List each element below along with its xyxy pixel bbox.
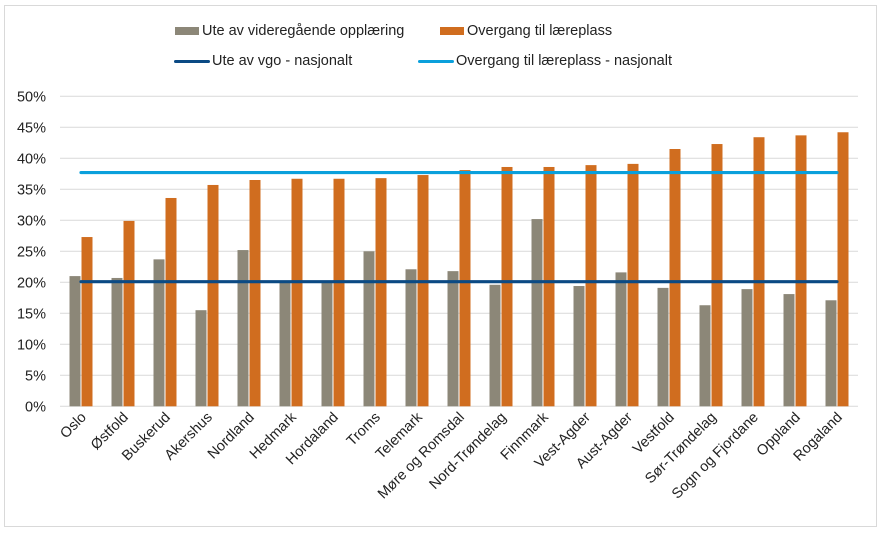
bar-ute-av-vgo: [447, 271, 459, 407]
bar-ute-av-vgo: [699, 305, 711, 407]
bar-overgang-laereplass: [207, 184, 219, 407]
bar-ute-av-vgo: [405, 269, 417, 407]
legend-swatch-lightblue-line: [418, 59, 454, 63]
bar-overgang-laereplass: [585, 165, 597, 407]
legend-label: Ute av vgo - nasjonalt: [212, 53, 353, 69]
bar-overgang-laereplass: [123, 220, 135, 407]
bar-overgang-laereplass: [753, 137, 765, 407]
bar-overgang-laereplass: [417, 175, 429, 407]
legend-item-ute-nasjonalt: Ute av vgo - nasjonalt: [174, 53, 352, 69]
y-tick-label: 20%: [17, 275, 46, 291]
bar-ute-av-vgo: [741, 289, 753, 407]
bar-overgang-laereplass: [795, 135, 807, 407]
y-tick-label: 10%: [17, 337, 46, 353]
bar-overgang-laereplass: [459, 170, 471, 407]
bar-overgang-laereplass: [837, 132, 849, 407]
bar-ute-av-vgo: [657, 287, 669, 407]
y-tick-label: 25%: [17, 244, 46, 260]
y-tick-label: 35%: [17, 182, 46, 198]
legend-swatch-orange: [440, 27, 464, 35]
bar-overgang-laereplass: [291, 178, 303, 407]
bar-ute-av-vgo: [363, 251, 375, 407]
legend-swatch-navy-line: [174, 59, 210, 63]
x-tick-label: Oslo: [57, 410, 89, 442]
bar-ute-av-vgo: [237, 250, 249, 407]
legend-label: Overgang til læreplass - nasjonalt: [456, 53, 672, 69]
bar-ute-av-vgo: [69, 276, 81, 407]
legend-item-overgang: Overgang til læreplass: [440, 23, 612, 39]
y-tick-label: 0%: [25, 399, 46, 415]
legend-item-ute-av-vgo: Ute av videregående opplæring: [175, 23, 404, 39]
bar-overgang-laereplass: [375, 178, 387, 407]
bar-overgang-laereplass: [165, 197, 177, 407]
x-tick-label: Nord-Trøndelag: [427, 410, 510, 493]
legend: Ute av videregående opplæring Overgang t…: [0, 0, 896, 90]
bar-ute-av-vgo: [195, 310, 207, 407]
bar-ute-av-vgo: [489, 284, 501, 407]
bar-overgang-laereplass: [81, 237, 93, 407]
bar-overgang-laereplass: [249, 180, 261, 407]
bar-overgang-laereplass: [711, 144, 723, 407]
bar-ute-av-vgo: [153, 259, 165, 407]
bar-ute-av-vgo: [279, 281, 291, 407]
legend-item-overgang-nasjonalt: Overgang til læreplass - nasjonalt: [418, 53, 672, 69]
y-tick-label: 50%: [17, 89, 46, 105]
bar-overgang-laereplass: [501, 166, 513, 407]
y-tick-label: 40%: [17, 151, 46, 167]
x-tick-label: Troms: [344, 410, 384, 450]
bar-ute-av-vgo: [111, 277, 123, 407]
bar-ute-av-vgo: [783, 294, 795, 407]
bar-ute-av-vgo: [825, 300, 837, 407]
legend-swatch-gray: [175, 27, 199, 35]
y-tick-label: 45%: [17, 120, 46, 136]
bar-overgang-laereplass: [627, 163, 639, 407]
y-tick-label: 5%: [25, 368, 46, 384]
legend-label: Overgang til læreplass: [467, 23, 613, 39]
bar-ute-av-vgo: [321, 281, 333, 407]
legend-label: Ute av videregående opplæring: [202, 23, 405, 39]
bar-overgang-laereplass: [669, 149, 681, 407]
bar-ute-av-vgo: [531, 219, 543, 407]
bar-overgang-laereplass: [333, 178, 345, 407]
y-tick-label: 15%: [17, 306, 46, 322]
chart-frame: [4, 5, 877, 527]
bar-ute-av-vgo: [573, 286, 585, 407]
bar-ute-av-vgo: [615, 272, 627, 407]
bar-overgang-laereplass: [543, 166, 555, 407]
y-tick-label: 30%: [17, 213, 46, 229]
